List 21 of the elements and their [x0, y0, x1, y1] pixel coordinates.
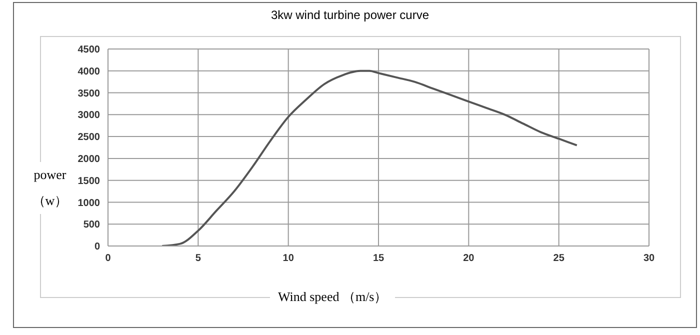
y-tick-label: 2000 [78, 154, 100, 165]
x-axis-title: Wind speed （m/s） [270, 288, 396, 306]
x-tick-label: 5 [195, 253, 202, 264]
y-tick-label: 4000 [78, 66, 100, 78]
x-tick-label: 10 [282, 253, 294, 264]
x-tick-label: 0 [105, 253, 112, 264]
y-tick-label: 2500 [78, 132, 100, 144]
y-tick-label: 500 [83, 220, 100, 231]
x-tick-label: 25 [553, 253, 565, 264]
chart-title: 3kw wind turbine power curve [270, 8, 430, 22]
x-tick-label: 15 [372, 253, 384, 264]
y-tick-label: 1500 [78, 176, 100, 187]
y-tick-label: 3500 [78, 88, 100, 100]
x-tick-label: 20 [463, 253, 475, 264]
y-tick-label: 1000 [78, 198, 100, 209]
y-tick-label: 0 [94, 242, 100, 253]
y-tick-label: 3000 [78, 110, 100, 122]
y-tick-label: 4500 [78, 44, 100, 56]
y-axis-title: power （w） [27, 162, 73, 214]
line-series [161, 70, 578, 246]
x-tick-label: 30 [643, 253, 655, 264]
